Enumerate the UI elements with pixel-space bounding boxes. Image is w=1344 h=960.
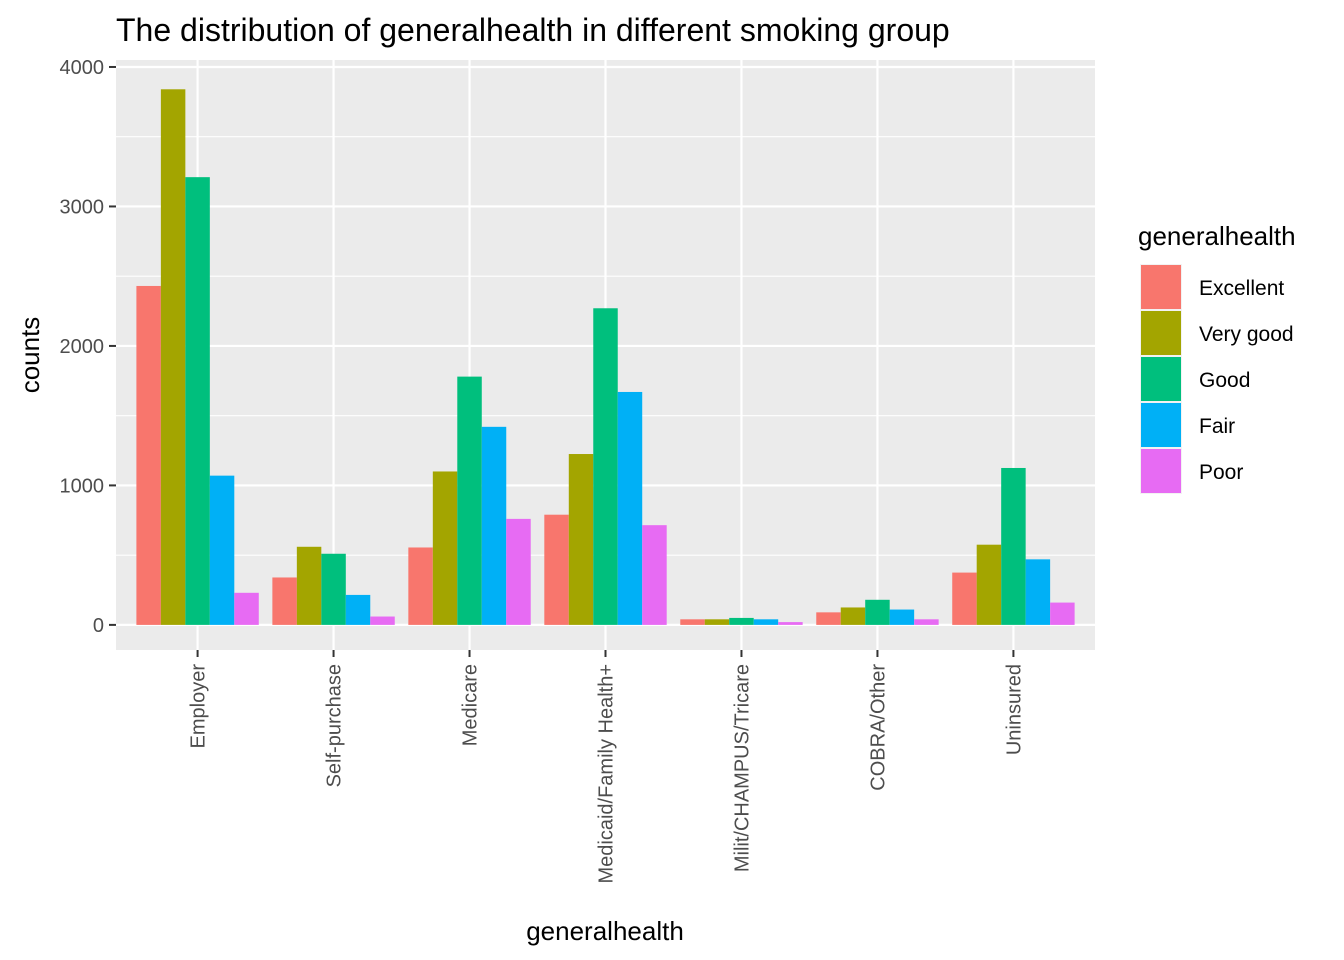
legend-label: Fair <box>1199 415 1235 438</box>
y-tick-label: 1000 <box>60 475 105 497</box>
y-tick-label: 2000 <box>60 336 105 358</box>
bar <box>642 525 667 625</box>
bar <box>345 594 371 625</box>
x-tick-label: Employer <box>188 664 210 749</box>
x-tick-label: Self-purchase <box>324 664 346 787</box>
x-tick-label: Medicare <box>460 664 482 746</box>
x-tick-label: COBRA/Other <box>867 664 889 791</box>
bar <box>617 391 643 625</box>
bar <box>865 599 890 625</box>
bar <box>593 308 618 625</box>
legend-title: generalhealth <box>1138 221 1296 251</box>
bar <box>185 177 210 625</box>
bar <box>729 617 754 625</box>
bar <box>753 619 779 625</box>
y-axis-title: counts <box>15 317 45 394</box>
bar <box>136 285 161 625</box>
bar <box>778 622 803 625</box>
bar <box>914 619 939 625</box>
bar <box>481 426 507 625</box>
legend-label: Good <box>1199 369 1250 392</box>
legend-swatch <box>1141 403 1181 447</box>
legend-swatch <box>1141 357 1181 401</box>
bar <box>816 612 841 625</box>
legend-items: Excellent Very good Good Fair Poor <box>1140 264 1294 494</box>
legend-swatch <box>1141 449 1181 493</box>
bar <box>321 553 346 625</box>
legend-swatch <box>1141 265 1181 309</box>
bar <box>952 572 977 625</box>
y-tick-label: 3000 <box>60 196 105 218</box>
legend-label: Poor <box>1199 461 1243 484</box>
bar <box>680 619 705 625</box>
bar <box>704 619 730 625</box>
bar <box>544 514 569 625</box>
bar <box>1025 559 1051 625</box>
bar <box>1001 467 1026 625</box>
bar <box>840 607 866 625</box>
y-tick-label: 0 <box>93 615 104 637</box>
bar <box>272 577 297 625</box>
bar <box>457 376 482 625</box>
bar <box>889 609 915 625</box>
legend-label: Very good <box>1199 323 1294 346</box>
bar <box>506 518 531 625</box>
bar <box>976 544 1002 625</box>
bar <box>568 454 594 625</box>
x-tick-label: Milit/CHAMPUS/Tricare <box>731 664 753 872</box>
legend: generalhealth Excellent Very good Good Fair… <box>1138 221 1296 494</box>
bar <box>234 592 259 625</box>
x-axis-title: generalhealth <box>526 916 684 946</box>
x-tick-label: Medicaid/Family Health+ <box>596 664 618 884</box>
chart-title: The distribution of generalhealth in dif… <box>116 12 950 48</box>
bar <box>370 616 395 625</box>
bar <box>296 546 322 625</box>
y-axis: 0 1000 2000 3000 4000 <box>60 57 116 637</box>
bar <box>432 471 458 625</box>
bar <box>408 547 433 625</box>
legend-label: Excellent <box>1199 277 1284 300</box>
bar <box>1050 602 1075 625</box>
bar <box>209 475 235 625</box>
legend-swatch <box>1141 311 1181 355</box>
bar <box>160 89 186 625</box>
y-tick-label: 4000 <box>60 57 105 79</box>
x-axis: Employer Self-purchase Medicare Medicaid/Fa… <box>188 650 1025 884</box>
bars <box>136 89 1075 625</box>
x-tick-label: Uninsured <box>1003 664 1025 755</box>
